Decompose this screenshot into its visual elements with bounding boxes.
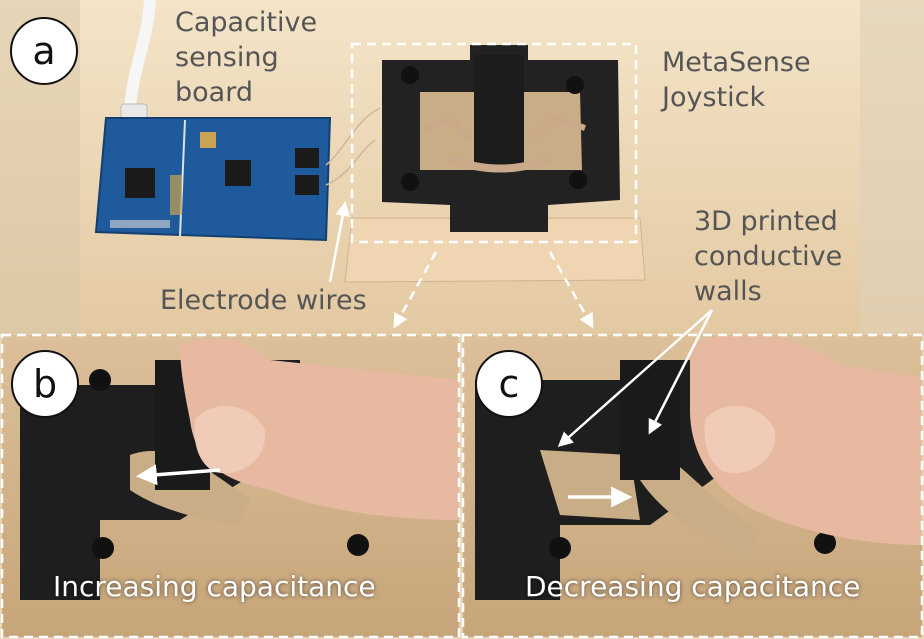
sensing-board-label-line: Capacitive: [175, 7, 318, 38]
electrode-wires-arrow: [328, 201, 351, 283]
conductive-walls-label-line: 3D printed: [694, 206, 838, 237]
panel-label-c: c: [475, 350, 543, 418]
sensing-board-label-line: sensing: [175, 42, 279, 73]
electrode-wires-label: Electrode wires: [160, 285, 367, 316]
sensing-board-label-line: board: [175, 77, 253, 108]
panel-b-photo: [0, 333, 461, 639]
panel-b-caption: Increasing capacitance: [53, 570, 376, 603]
conductive-walls-label-line: walls: [694, 276, 762, 307]
conductive-walls-label: 3D printed conductive walls: [694, 204, 842, 309]
metasense-joystick: [382, 45, 620, 232]
capacitive-sensing-board: [94, 117, 332, 242]
increase-direction-arrow: [135, 464, 221, 486]
panel-c-caption: Decreasing capacitance: [525, 570, 861, 603]
usb-cable: [124, 0, 156, 116]
joystick-label-line: Joystick: [662, 82, 766, 113]
walls-arrow-left: [557, 309, 713, 447]
panel-label-a: a: [10, 17, 78, 85]
joystick-highlight-box: [350, 42, 638, 244]
joystick-label-line: MetaSense: [662, 47, 811, 78]
electrode-wire: [325, 139, 376, 186]
conductive-walls-label-line: conductive: [694, 241, 843, 272]
walls-arrow-right: [648, 309, 714, 435]
panel-label-b: b: [11, 350, 79, 418]
joystick-label: MetaSense Joystick: [662, 45, 811, 115]
sensing-board-label: Capacitive sensing board: [175, 5, 317, 110]
